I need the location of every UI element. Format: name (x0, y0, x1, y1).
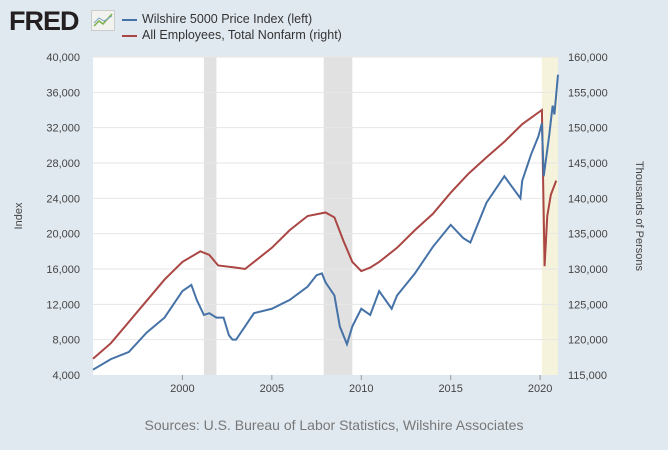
y-tick-left: 20,000 (46, 229, 80, 241)
source-note: Sources: U.S. Bureau of Labor Statistics… (144, 417, 524, 433)
y-tick-right: 160,000 (568, 52, 608, 64)
legend-swatch (122, 18, 137, 21)
y-tick-right: 145,000 (568, 158, 608, 170)
legend-item-employees[interactable]: All Employees, Total Nonfarm (right) (122, 28, 342, 42)
legend-label: Wilshire 5000 Price Index (left) (142, 12, 313, 26)
y-tick-right: 135,000 (568, 229, 608, 241)
chart-line-icon (91, 10, 115, 31)
legend-swatch (122, 34, 137, 37)
y-tick-left: 4,000 (52, 370, 80, 382)
y-axis-label-left: Index (13, 202, 25, 229)
y-tick-left: 24,000 (46, 193, 80, 205)
y-tick-right: 125,000 (568, 299, 608, 311)
recession-band (323, 57, 353, 375)
y-tick-left: 40,000 (46, 52, 80, 64)
y-tick-left: 36,000 (46, 87, 80, 99)
fred-logo[interactable]: FRED (9, 6, 79, 36)
series-line-left (92, 74, 559, 371)
recession-band (203, 57, 217, 375)
series-line-right (92, 108, 558, 360)
y-tick-left: 16,000 (46, 264, 80, 276)
y-tick-left: 32,000 (46, 123, 80, 135)
y-tick-right: 155,000 (568, 87, 608, 99)
x-tick-label: 2005 (260, 383, 284, 395)
y-tick-left: 28,000 (46, 158, 80, 170)
x-tick-label: 2020 (528, 383, 552, 395)
y-tick-right: 140,000 (568, 193, 608, 205)
y-tick-right: 115,000 (568, 370, 607, 382)
x-tick-label: 2010 (349, 383, 373, 395)
y-tick-left: 8,000 (52, 335, 80, 347)
chart-plot: 4,000 115,000 8,000 120,000 12,000 125,000 16,… (13, 52, 645, 395)
legend-item-wilshire[interactable]: Wilshire 5000 Price Index (left) (122, 12, 312, 26)
legend-label: All Employees, Total Nonfarm (right) (142, 28, 342, 42)
x-tick-label: 2015 (438, 383, 462, 395)
x-tick-label: 2000 (170, 383, 194, 395)
y-tick-left: 12,000 (46, 299, 80, 311)
y-tick-right: 120,000 (568, 335, 608, 347)
y-tick-right: 150,000 (568, 123, 608, 135)
y-tick-right: 130,000 (568, 264, 608, 276)
y-axis-label-right: Thousands of Persons (633, 161, 645, 272)
highlight-band (541, 57, 558, 375)
